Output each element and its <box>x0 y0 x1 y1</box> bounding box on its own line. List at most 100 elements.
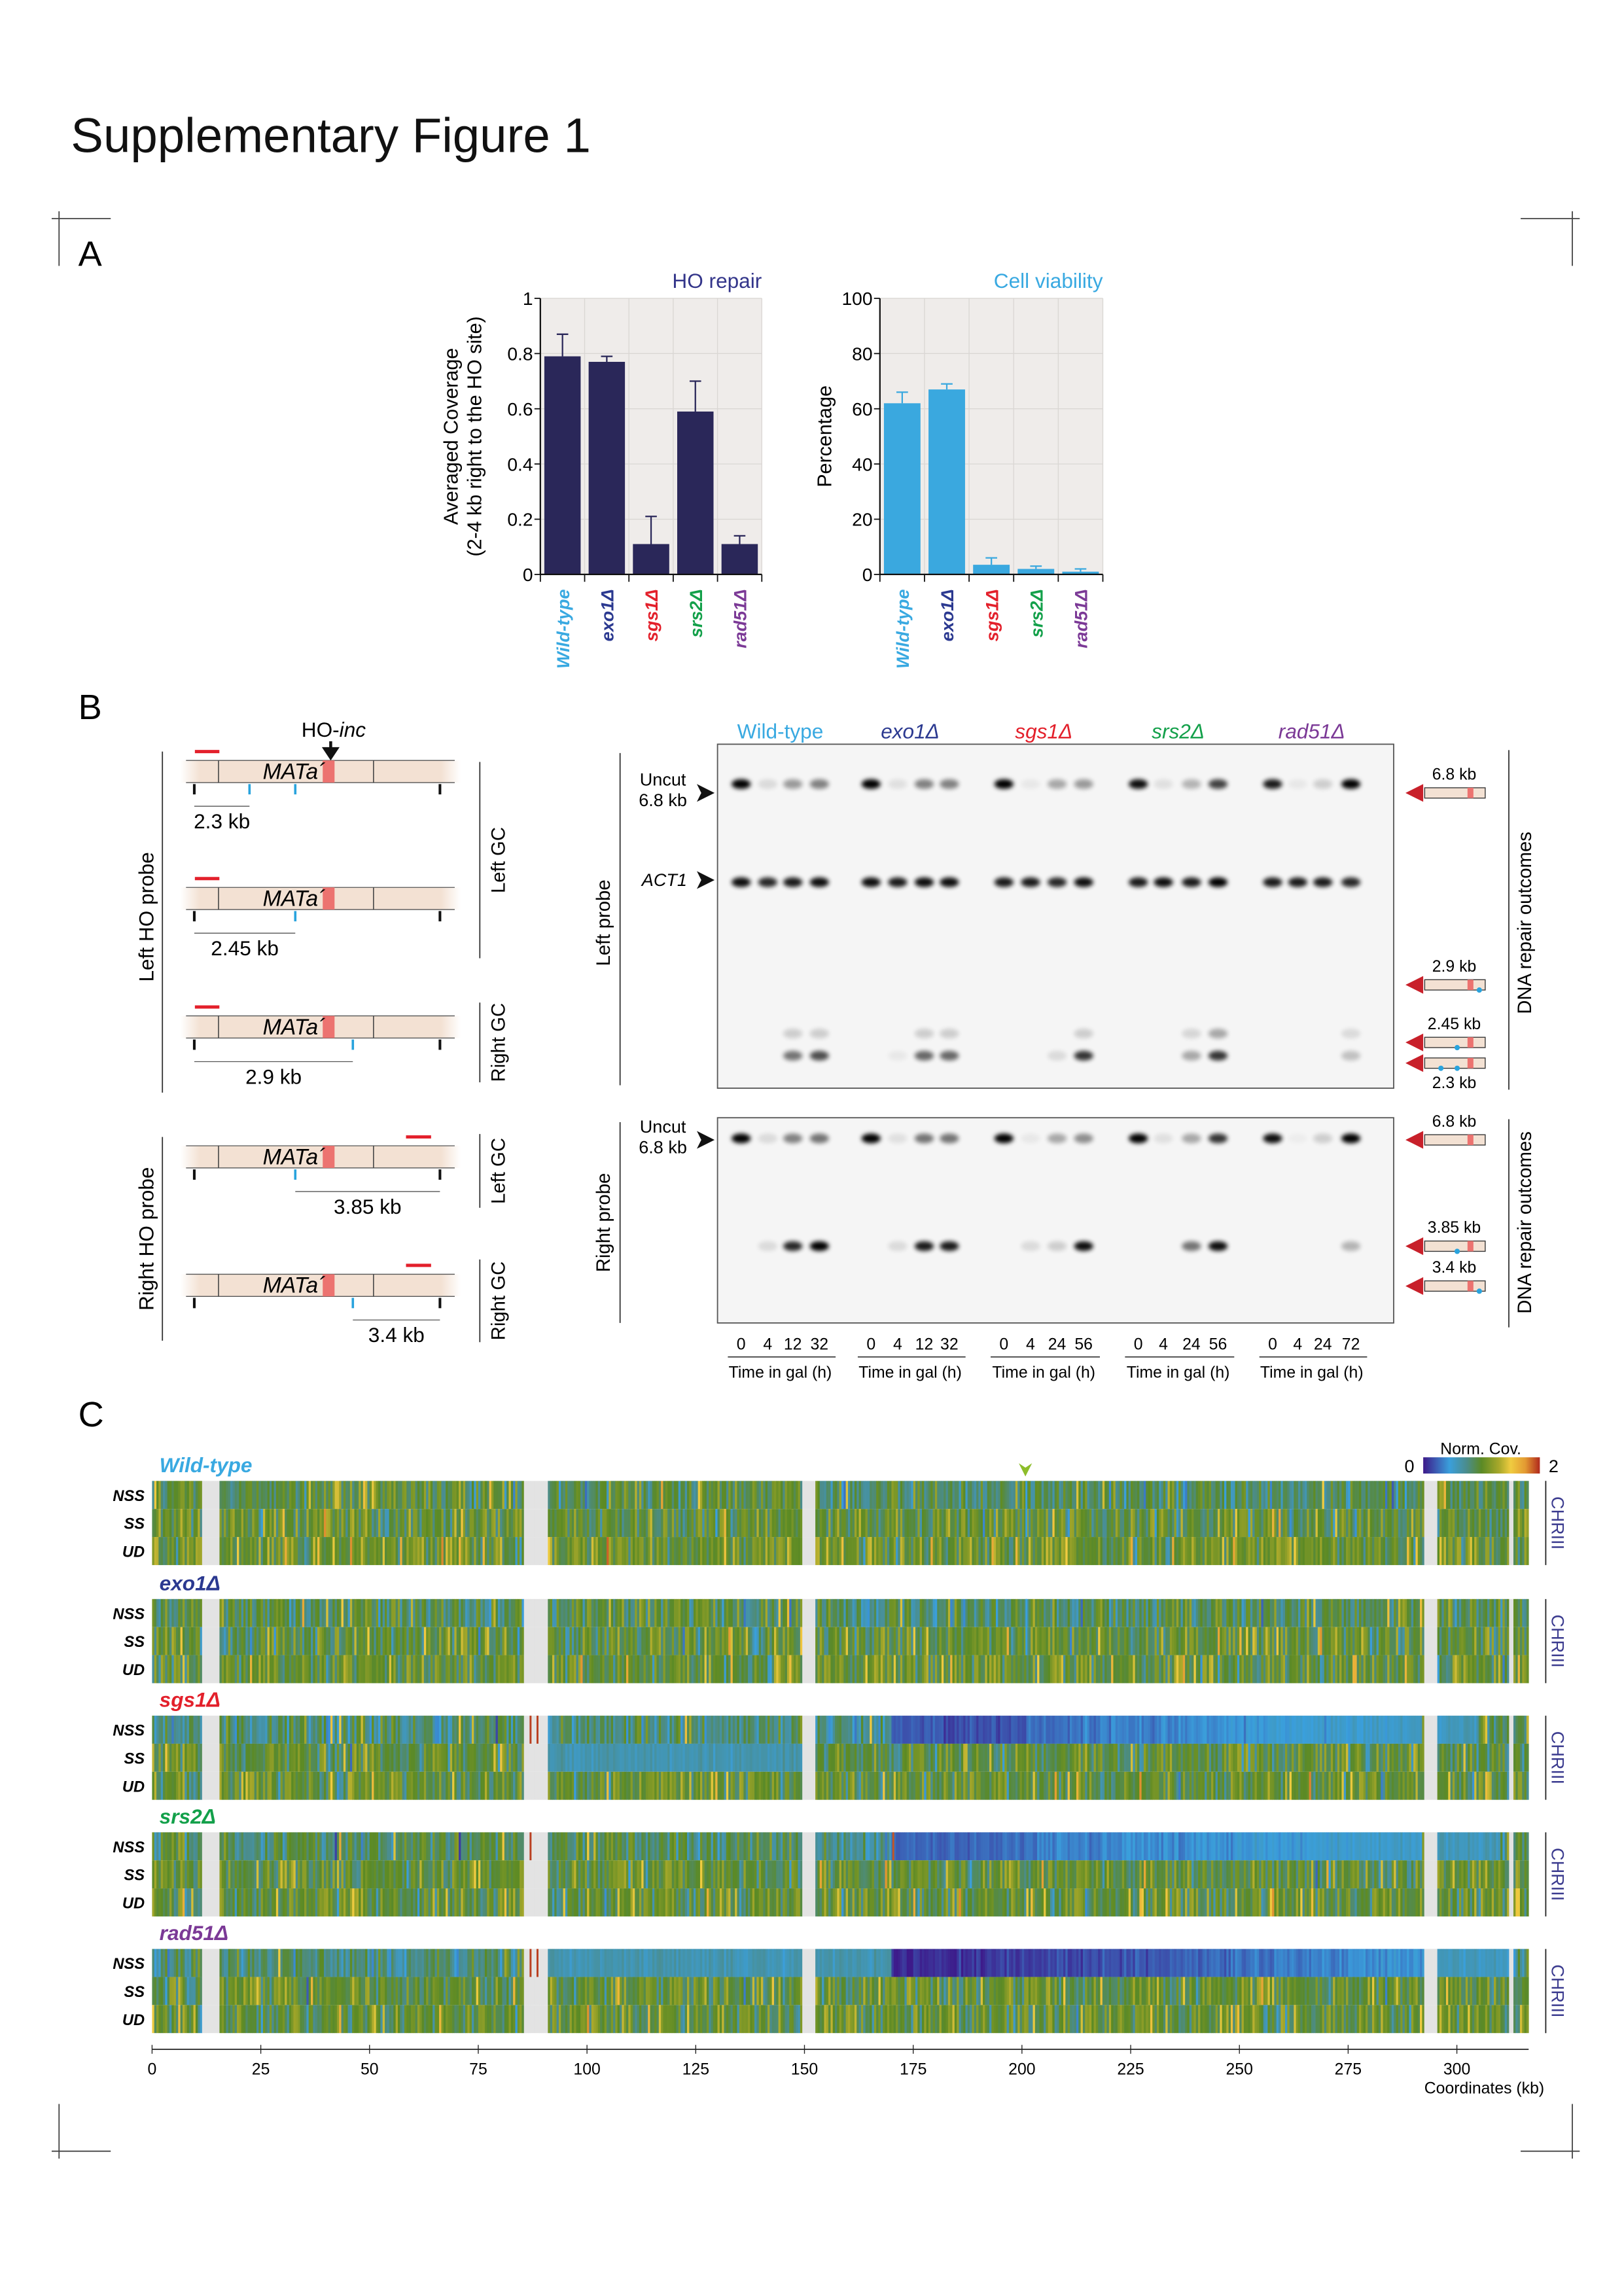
heatmap-cell <box>771 1655 775 1684</box>
heatmap-cell <box>1507 1627 1509 1655</box>
heatmap-cell <box>326 1481 328 1510</box>
heatmap-cell <box>186 1481 190 1510</box>
heatmap-cell <box>950 1716 953 1744</box>
heatmap-spike <box>1025 1627 1028 1655</box>
blot-band <box>783 779 803 789</box>
heatmap-cell <box>1011 1537 1014 1565</box>
heatmap-cell <box>293 1655 296 1684</box>
heatmap-cell <box>1098 1598 1101 1627</box>
heatmap-cell <box>354 1509 357 1538</box>
heatmap-cell <box>1267 1537 1271 1565</box>
heatmap-cell <box>1407 1627 1409 1655</box>
heatmap-cell <box>930 1598 933 1627</box>
heatmap-cell <box>741 1598 744 1627</box>
heatmap-cell <box>1233 1481 1235 1510</box>
heatmap-cell <box>269 1537 272 1565</box>
heatmap-cell <box>854 1481 857 1510</box>
blot-band <box>1313 877 1333 887</box>
heatmap-cell <box>1456 1627 1460 1655</box>
heatmap-cell <box>921 1537 925 1565</box>
heatmap-cell <box>282 1716 285 1744</box>
heatmap-cell <box>1205 1655 1207 1684</box>
heatmap-cell <box>526 1537 529 1565</box>
heatmap-cell <box>889 1598 892 1627</box>
heatmap-cell <box>1452 1537 1455 1565</box>
heatmap-cell <box>480 1598 483 1627</box>
heatmap-cell <box>1243 1481 1246 1510</box>
heatmap-cell <box>539 1509 542 1538</box>
heatmap-cell <box>1100 1481 1103 1510</box>
heatmap-cell <box>567 1598 570 1627</box>
heatmap-cell <box>1065 1598 1068 1627</box>
heatmap-cell <box>671 1598 675 1627</box>
heatmap-cell <box>415 1537 418 1565</box>
heatmap-cell <box>574 1627 576 1655</box>
heatmap-cell <box>1133 1598 1136 1627</box>
heatmap-cell <box>382 1716 385 1744</box>
heatmap-cell <box>674 1655 677 1684</box>
heatmap-cell <box>206 1655 209 1684</box>
heatmap-cell <box>1137 1509 1140 1538</box>
heatmap-cell <box>380 1598 383 1627</box>
heatmap-cell <box>1004 1627 1007 1655</box>
heatmap-cell <box>584 1537 588 1565</box>
heatmap-cell <box>1174 1537 1177 1565</box>
heatmap-cell <box>1161 1716 1164 1744</box>
heatmap-cell <box>1228 1509 1231 1538</box>
heatmap-cell <box>1485 1509 1488 1538</box>
heatmap-cell <box>1033 1627 1036 1655</box>
heatmap-cell <box>1261 1716 1264 1744</box>
heatmap-cell <box>1430 1655 1434 1684</box>
heatmap-cell <box>165 1627 168 1655</box>
heatmap-cell <box>1507 1481 1509 1510</box>
time-point-label: 32 <box>810 1335 828 1353</box>
heatmap-cell <box>983 1537 985 1565</box>
heatmap-cell <box>989 1627 992 1655</box>
heatmap-cell <box>1126 1716 1129 1744</box>
heatmap-cell <box>1433 1481 1436 1510</box>
heatmap-cell <box>154 1598 157 1627</box>
heatmap-cell <box>1359 1716 1362 1744</box>
heatmap-cell <box>1289 1627 1292 1655</box>
heatmap-cell <box>1054 1598 1057 1627</box>
heatmap-cell <box>349 1743 353 1772</box>
heatmap-cell <box>160 1481 164 1510</box>
heatmap-cell <box>1365 1716 1368 1744</box>
heatmap-cell <box>778 1655 781 1684</box>
heatmap-cell <box>1118 1655 1120 1684</box>
heatmap-cell <box>452 1655 455 1684</box>
heatmap-cell <box>256 1655 259 1684</box>
heatmap-cell <box>1328 1716 1332 1744</box>
heatmap-cell <box>889 1537 892 1565</box>
heatmap-cell <box>417 1716 420 1744</box>
heatmap-cell <box>217 1655 220 1684</box>
heatmap-cell <box>976 1716 979 1744</box>
heatmap-cell <box>204 1655 207 1684</box>
heatmap-cell <box>404 1537 407 1565</box>
heatmap-cell <box>617 1481 620 1510</box>
heatmap-cell <box>175 1655 179 1684</box>
heatmap-cell <box>1294 1655 1296 1684</box>
heatmap-cell <box>219 1627 222 1655</box>
heatmap-cell <box>1250 1509 1253 1538</box>
heatmap-cell <box>597 1509 601 1538</box>
heatmap-cell <box>974 1481 977 1510</box>
heatmap-cell <box>1120 1655 1123 1684</box>
heatmap-cell <box>1059 1598 1062 1627</box>
heatmap-cell <box>1489 1655 1492 1684</box>
heatmap-cell <box>443 1655 446 1684</box>
heatmap-cell <box>1150 1655 1153 1684</box>
heatmap-cell <box>300 1537 303 1565</box>
heatmap-cell <box>815 1655 818 1684</box>
heatmap-cell <box>639 1655 642 1684</box>
heatmap-cell <box>945 1509 949 1538</box>
heatmap-cell <box>465 1743 468 1772</box>
time-axis-label: Time in gal (h) <box>1127 1364 1230 1381</box>
heatmap-cell <box>188 1655 192 1684</box>
heatmap-cell <box>1082 1509 1086 1538</box>
heatmap-cell <box>260 1743 264 1772</box>
heatmap-cell <box>1091 1627 1094 1655</box>
heatmap-cell <box>461 1598 464 1627</box>
heatmap-cell <box>896 1627 898 1655</box>
heatmap-cell <box>1085 1509 1087 1538</box>
